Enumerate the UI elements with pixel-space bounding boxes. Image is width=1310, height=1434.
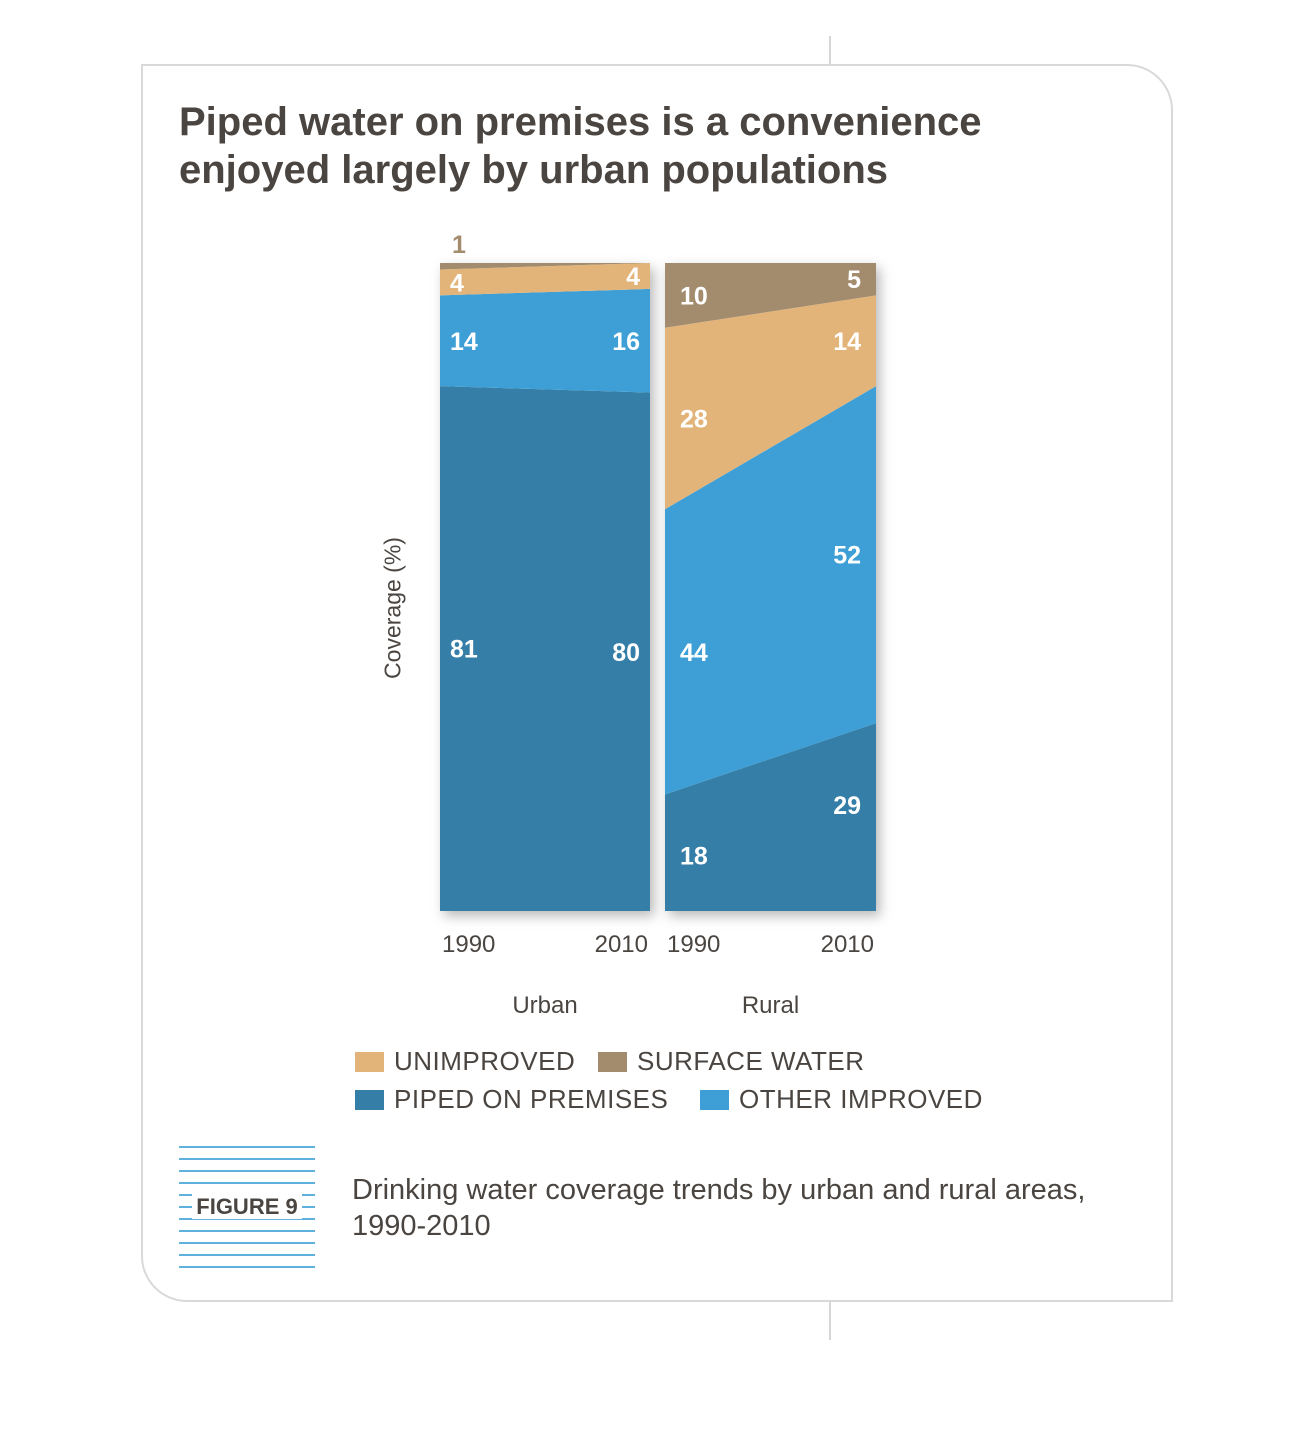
data-label-urban-other-improved-1990: 14 bbox=[450, 328, 478, 356]
area-urban-surface-water bbox=[440, 263, 650, 270]
legend-label-unimproved: UNIMPROVED bbox=[394, 1046, 576, 1076]
legend-item-surface-water: SURFACE WATER bbox=[598, 1046, 865, 1077]
area-rural-piped-on-premises bbox=[665, 723, 876, 911]
data-label-rural-unimproved-1990: 28 bbox=[680, 406, 708, 434]
data-label-rural-piped-on-premises-2010: 29 bbox=[833, 792, 861, 820]
figure-number-wrap: FIGURE 9 bbox=[179, 1194, 315, 1220]
data-label-rural-other-improved-2010: 52 bbox=[833, 542, 861, 570]
badge-stripe bbox=[179, 1230, 315, 1232]
figure-badge: FIGURE 9 bbox=[179, 1146, 315, 1268]
panel-rural: 18 29 44 52 28 14 10 5 1990 2010 Rural bbox=[665, 263, 876, 1019]
badge-stripe bbox=[179, 1266, 315, 1268]
legend-item-unimproved: UNIMPROVED bbox=[355, 1046, 575, 1077]
panel-label-urban: Urban bbox=[512, 992, 577, 1019]
data-label-urban-unimproved-1990: 4 bbox=[450, 269, 464, 297]
area-urban-other-improved bbox=[440, 288, 650, 393]
badge-stripe bbox=[179, 1146, 315, 1148]
area-rural-other-improved bbox=[665, 386, 876, 795]
badge-stripe bbox=[179, 1242, 315, 1244]
data-label-urban-other-improved-2010: 16 bbox=[612, 328, 640, 356]
legend-label-other-improved: OTHER IMPROVED bbox=[739, 1084, 983, 1114]
legend-swatch-piped-on-premises bbox=[355, 1089, 384, 1110]
data-label-rural-surface-water-2010: 5 bbox=[847, 266, 861, 294]
legend-item-other-improved: OTHER IMPROVED bbox=[700, 1084, 983, 1115]
data-label-rural-surface-water-1990: 10 bbox=[680, 282, 708, 310]
x-tick-label-urban-2010: 2010 bbox=[595, 931, 648, 958]
area-rural-unimproved bbox=[665, 295, 876, 510]
x-tick-label-rural-2010: 2010 bbox=[821, 931, 874, 958]
data-label-urban-piped-on-premises-1990: 81 bbox=[450, 636, 478, 664]
badge-stripe bbox=[179, 1158, 315, 1160]
panel-label-rural: Rural bbox=[742, 992, 799, 1019]
legend-item-piped-on-premises: PIPED ON PREMISES bbox=[355, 1084, 668, 1115]
legend-label-surface-water: SURFACE WATER bbox=[637, 1046, 865, 1076]
data-label-urban-surface-water-1990: 1 bbox=[452, 231, 466, 259]
area-rural-surface-water bbox=[665, 263, 876, 328]
legend-swatch-other-improved bbox=[700, 1089, 729, 1110]
data-label-urban-piped-on-premises-2010: 80 bbox=[612, 639, 640, 667]
badge-stripe bbox=[179, 1182, 315, 1184]
panel-urban: 81 80 14 16 4 4 1 1990 2010 Urban bbox=[440, 231, 650, 1019]
data-label-rural-other-improved-1990: 44 bbox=[680, 639, 708, 667]
area-urban-unimproved bbox=[440, 263, 650, 296]
crop-mark-bottom bbox=[829, 1302, 831, 1340]
figure-card bbox=[141, 64, 1173, 1302]
chart-title: Piped water on premises is a convenience… bbox=[179, 100, 982, 192]
data-label-rural-unimproved-2010: 14 bbox=[833, 328, 861, 356]
badge-stripe bbox=[179, 1254, 315, 1256]
figure-caption: Drinking water coverage trends by urban … bbox=[352, 1174, 1086, 1242]
data-label-rural-piped-on-premises-1990: 18 bbox=[680, 843, 708, 871]
legend-label-piped-on-premises: PIPED ON PREMISES bbox=[394, 1084, 669, 1114]
x-tick-label-rural-1990: 1990 bbox=[667, 931, 720, 958]
legend-swatch-unimproved bbox=[355, 1051, 384, 1072]
crop-mark-top bbox=[829, 36, 831, 66]
x-tick-label-urban-1990: 1990 bbox=[442, 931, 495, 958]
area-urban-piped-on-premises bbox=[440, 386, 650, 911]
badge-stripe bbox=[179, 1170, 315, 1172]
figure-number: FIGURE 9 bbox=[192, 1194, 302, 1219]
legend-swatch-surface-water bbox=[598, 1051, 627, 1072]
data-label-urban-unimproved-2010: 4 bbox=[626, 263, 640, 291]
